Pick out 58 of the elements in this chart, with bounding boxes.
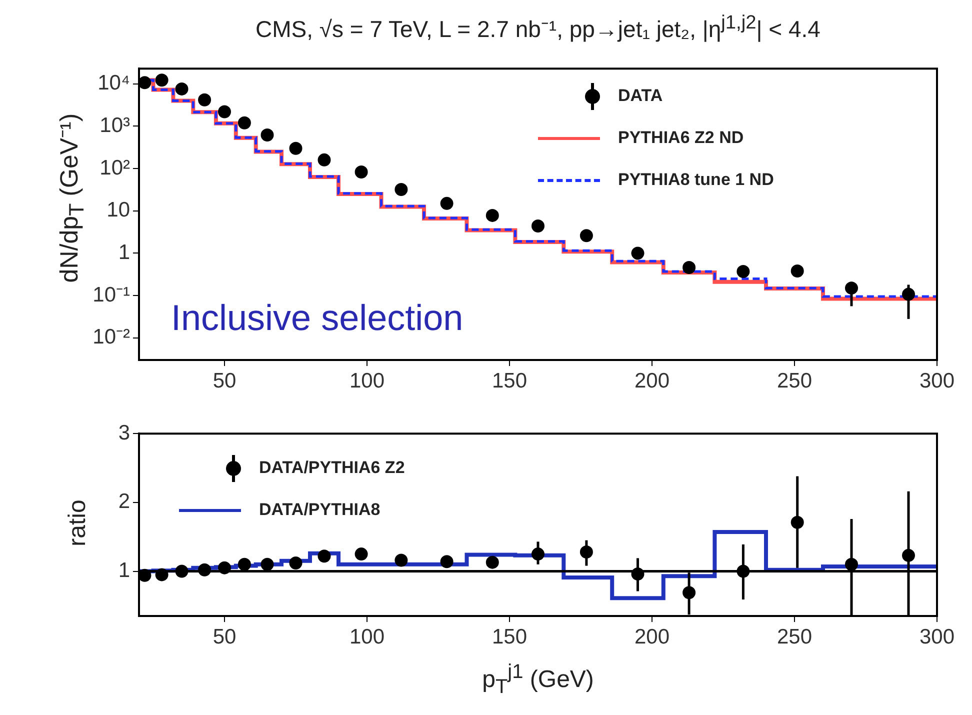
x-tick-label: 150: [492, 369, 528, 392]
legend-label: DATA/PYTHIA6 Z2: [259, 458, 405, 478]
y-tick-label: 1: [118, 241, 130, 264]
y-tick-label: 10⁻¹: [92, 283, 130, 306]
y-axis-title: ratio: [64, 500, 92, 546]
y-tick-label: 3: [118, 421, 130, 444]
legend-label: DATA: [618, 86, 663, 106]
point: [289, 142, 302, 155]
point: [532, 219, 544, 232]
point: [682, 260, 696, 274]
point: [736, 264, 750, 278]
point: [139, 76, 152, 90]
point: [198, 93, 212, 106]
chart-title: CMS, √s = 7 TeV, L = 2.7 nb⁻¹, pp→jet₁ jet₂, |η$^{j1,j2}$| < 4.4: [254, 12, 822, 44]
point: [260, 558, 274, 571]
point: [631, 246, 644, 260]
legend-label: PYTHIA8 tune 1 ND: [618, 170, 774, 190]
point: [155, 74, 168, 87]
x-tick-label: 200: [634, 369, 670, 392]
x-tick-label: 50: [212, 625, 236, 648]
point: [354, 548, 368, 561]
x-tick-label: 50: [212, 369, 236, 392]
x-tick-label: 300: [919, 625, 955, 648]
x-tick-label: 250: [776, 625, 812, 648]
point: [318, 153, 331, 166]
point: [440, 555, 454, 568]
point: [580, 229, 593, 242]
legend-label: PYTHIA6 Z2 ND: [618, 128, 744, 148]
y-tick-label: 1: [118, 559, 130, 582]
point: [318, 550, 331, 563]
x-tick-label: 100: [349, 369, 385, 392]
point: [394, 183, 408, 196]
point: [790, 264, 804, 278]
legend-label: DATA/PYTHIA8: [259, 500, 380, 520]
x-tick-label: 200: [634, 625, 670, 648]
point: [289, 556, 302, 570]
point: [238, 558, 251, 571]
point: [175, 82, 188, 96]
x-axis-title: p$_{T}$$^{j1}$ (GeV): [482, 661, 594, 699]
x-tick-label: 100: [349, 625, 385, 648]
y-tick-label: 10⁻²: [92, 326, 130, 349]
x-tick-label: 250: [776, 369, 812, 392]
point: [238, 116, 251, 130]
point: [440, 196, 454, 210]
x-tick-label: 150: [492, 625, 528, 648]
point: [218, 105, 231, 118]
y-tick-label: 10⁴: [98, 72, 130, 95]
point: [260, 128, 274, 142]
annotation: Inclusive selection: [171, 297, 464, 338]
point: [486, 208, 499, 222]
x-tick-label: 300: [919, 369, 955, 392]
y-tick-label: 10³: [100, 114, 130, 138]
point: [486, 556, 499, 569]
point: [394, 554, 408, 567]
point: [354, 165, 368, 178]
y-tick-label: 2: [118, 490, 130, 514]
y-tick-label: 10²: [100, 156, 130, 180]
y-tick-label: 10: [106, 198, 130, 222]
